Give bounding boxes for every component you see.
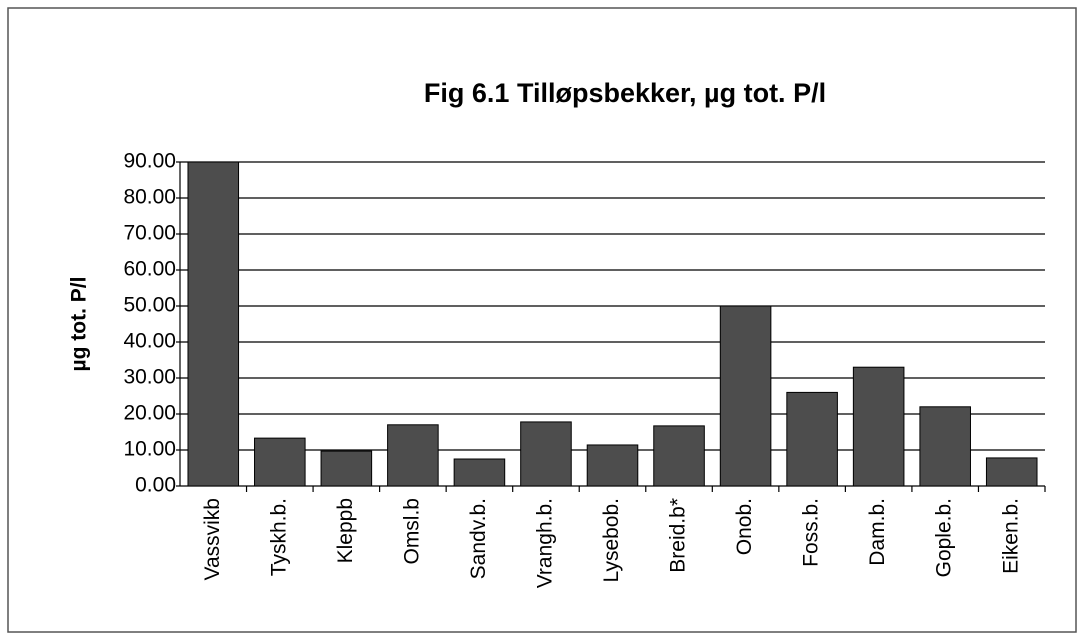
y-tick-label: 20.00	[123, 402, 176, 425]
y-tick-label: 30.00	[123, 366, 176, 389]
bar	[187, 161, 240, 487]
y-tick-label: 10.00	[123, 438, 176, 461]
y-tick-label: 80.00	[123, 186, 176, 209]
bar	[786, 391, 838, 487]
bar	[387, 424, 439, 487]
bar	[852, 366, 905, 487]
chart-title: Fig 6.1 Tilløpsbekker, µg tot. P/l	[424, 78, 826, 108]
bar	[653, 425, 705, 487]
x-tick-label: Eiken.b.	[999, 498, 1022, 574]
y-tick-label: 50.00	[123, 294, 176, 317]
y-tick-label: 0.00	[135, 474, 176, 497]
y-axis-label: µg tot. P/l	[68, 277, 91, 372]
x-tick-label: Vrangh.b.	[534, 498, 557, 588]
y-tick-label: 60.00	[123, 258, 176, 281]
x-tick-label: Vassvikb	[201, 498, 224, 580]
bar	[520, 421, 572, 487]
x-tick-label: Tyskh.b.	[267, 498, 290, 576]
bar	[320, 450, 373, 487]
bar	[254, 437, 306, 487]
bar	[985, 457, 1038, 487]
x-tick-label: Gople.b.	[933, 498, 956, 577]
bar	[453, 458, 506, 487]
x-tick-label: Foss.b.	[800, 498, 823, 567]
x-tick-label: Lysebob.	[600, 498, 623, 582]
x-tick-label: Breid.b*	[667, 498, 690, 573]
x-tick-label: Kleppb	[334, 498, 357, 563]
x-tick-label: Dam.b.	[866, 498, 889, 566]
y-tick-label: 70.00	[123, 222, 176, 245]
chart-frame	[7, 7, 1077, 633]
y-tick-label: 40.00	[123, 330, 176, 353]
x-tick-label: Onob.	[733, 498, 756, 555]
x-tick-label: Omsl.b	[400, 498, 423, 565]
bar	[586, 444, 639, 487]
bar	[719, 305, 772, 487]
bar	[919, 406, 971, 487]
y-tick-label: 90.00	[123, 150, 176, 173]
x-tick-label: Sandv.b.	[467, 498, 490, 579]
